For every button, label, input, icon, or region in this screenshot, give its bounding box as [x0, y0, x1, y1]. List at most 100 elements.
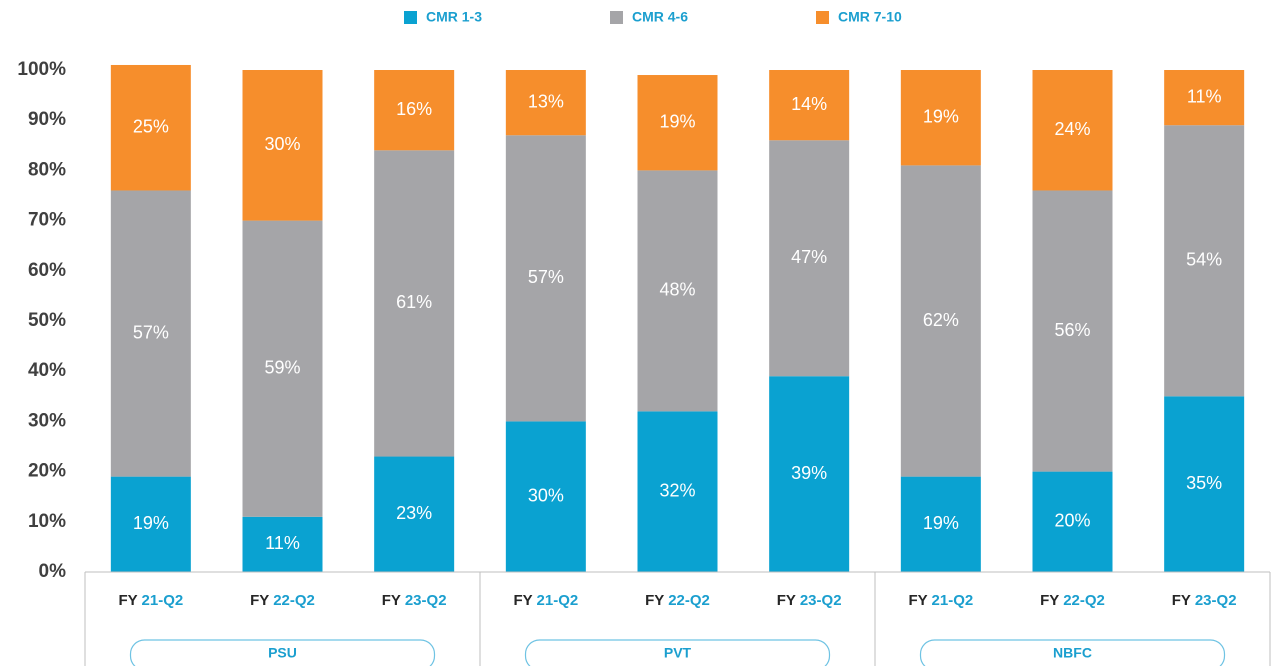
data-label: 56% — [1054, 320, 1090, 340]
x-tick-label: FY 21-Q2 — [908, 592, 973, 609]
bar-segment — [769, 376, 850, 572]
group-box — [129, 639, 436, 666]
x-tick-prefix: FY — [250, 592, 273, 609]
data-label: 30% — [264, 134, 300, 154]
legend-label: CMR 4-6 — [632, 9, 688, 25]
x-tick-label: FY 21-Q2 — [513, 592, 578, 609]
data-label: 20% — [1054, 511, 1090, 531]
y-tick-label: 0% — [39, 561, 67, 582]
legend-label: CMR 1-3 — [426, 9, 482, 25]
x-tick-period: 23-Q2 — [1195, 592, 1237, 609]
legend-swatch — [404, 11, 417, 24]
data-label: 23% — [396, 503, 432, 523]
bar-segment — [769, 140, 850, 377]
x-tick-period: 22-Q2 — [668, 592, 710, 609]
bar-segment — [900, 70, 981, 166]
data-label: 59% — [264, 357, 300, 377]
bar-segment — [900, 476, 981, 572]
x-tick-label: FY 21-Q2 — [118, 592, 183, 609]
bar-segment — [505, 70, 586, 136]
bar-segment — [110, 476, 191, 572]
x-tick-period: 22-Q2 — [273, 592, 315, 609]
bar-segment — [900, 165, 981, 477]
x-tick-label: FY 23-Q2 — [382, 592, 447, 609]
data-label: 19% — [659, 111, 695, 131]
data-label: 14% — [791, 94, 827, 114]
legend-swatch — [610, 11, 623, 24]
bar-segment — [505, 421, 586, 572]
x-tick-period: 21-Q2 — [142, 592, 184, 609]
data-label: 11% — [1187, 86, 1222, 106]
y-tick-label: 30% — [28, 410, 66, 431]
bar-segment — [110, 190, 191, 477]
data-label: 57% — [528, 267, 564, 287]
data-label: 19% — [923, 513, 959, 533]
data-label: 19% — [923, 106, 959, 126]
data-label: 61% — [396, 292, 432, 312]
x-tick-label: FY 22-Q2 — [250, 592, 315, 609]
y-tick-label: 90% — [28, 109, 66, 130]
x-tick-prefix: FY — [1040, 592, 1063, 609]
legend-swatch — [816, 11, 829, 24]
y-tick-label: 10% — [28, 511, 66, 532]
x-tick-label: FY 22-Q2 — [645, 592, 710, 609]
x-tick-label: FY 23-Q2 — [777, 592, 842, 609]
group-label: PVT — [664, 645, 692, 661]
data-label: 19% — [133, 513, 169, 533]
x-tick-period: 21-Q2 — [537, 592, 579, 609]
bar-segment — [505, 135, 586, 422]
y-tick-label: 70% — [28, 210, 66, 231]
x-tick-prefix: FY — [645, 592, 668, 609]
x-tick-prefix: FY — [777, 592, 800, 609]
bar-segment — [1032, 471, 1113, 572]
data-label: 25% — [133, 116, 169, 136]
x-tick-period: 23-Q2 — [405, 592, 447, 609]
x-tick-prefix: FY — [908, 592, 931, 609]
data-label: 16% — [396, 99, 432, 119]
y-tick-label: 60% — [28, 260, 66, 281]
y-tick-label: 20% — [28, 461, 66, 482]
x-tick-prefix: FY — [513, 592, 536, 609]
bar-segment — [242, 516, 323, 572]
bar-segment — [374, 150, 455, 457]
y-tick-label: 40% — [28, 360, 66, 381]
data-label: 39% — [791, 463, 827, 483]
bar-segment — [374, 70, 455, 151]
data-label: 11% — [265, 533, 300, 553]
data-label: 30% — [528, 485, 564, 505]
bar-segment — [637, 411, 718, 572]
data-label: 13% — [528, 91, 564, 111]
data-label: 35% — [1186, 473, 1222, 493]
x-tick-prefix: FY — [1172, 592, 1195, 609]
x-tick-period: 23-Q2 — [800, 592, 842, 609]
bar-segment — [1032, 190, 1113, 472]
x-tick-label: FY 22-Q2 — [1040, 592, 1105, 609]
bar-segment — [1032, 70, 1113, 191]
data-label: 48% — [659, 280, 695, 300]
y-tick-label: 100% — [17, 59, 66, 80]
bar-segment — [637, 75, 718, 171]
bar-segment — [242, 220, 323, 517]
y-tick-label: 80% — [28, 159, 66, 180]
data-label: 32% — [659, 480, 695, 500]
legend-label: CMR 7-10 — [838, 9, 902, 25]
bar-segment — [1164, 396, 1245, 572]
bar-segment — [1164, 125, 1245, 397]
x-tick-prefix: FY — [118, 592, 141, 609]
x-tick-prefix: FY — [382, 592, 405, 609]
x-tick-label: FY 23-Q2 — [1172, 592, 1237, 609]
bar-segment — [242, 70, 323, 221]
data-label: 62% — [923, 310, 959, 330]
bar-segment — [637, 170, 718, 412]
bar-segment — [374, 456, 455, 572]
group-box — [919, 639, 1226, 666]
bar-segment — [110, 64, 191, 191]
data-label: 47% — [791, 247, 827, 267]
bar-segment — [1164, 70, 1245, 126]
data-label: 24% — [1054, 119, 1090, 139]
x-tick-period: 22-Q2 — [1063, 592, 1105, 609]
bar-segment — [769, 70, 850, 141]
data-label: 57% — [133, 322, 169, 342]
